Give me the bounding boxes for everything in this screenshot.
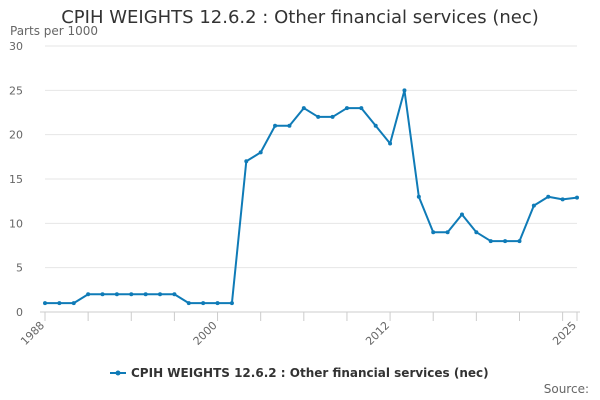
data-point-2025 <box>575 195 579 200</box>
data-point-1999 <box>201 301 206 306</box>
data-point-2015 <box>431 230 436 235</box>
data-point-2009 <box>344 106 349 111</box>
legend-label: CPIH WEIGHTS 12.6.2 : Other financial se… <box>131 366 489 380</box>
data-point-1988 <box>43 301 47 306</box>
data-point-2002 <box>244 159 249 164</box>
x-tick-label-2025: 2025 <box>550 319 579 348</box>
y-tick-label-25: 25 <box>9 84 23 97</box>
data-point-1993 <box>114 292 119 297</box>
y-tick-label-15: 15 <box>9 173 23 186</box>
y-axis-unit-label: Parts per 1000 <box>10 24 99 38</box>
data-point-2012 <box>388 141 393 146</box>
data-point-2014 <box>416 194 421 199</box>
y-tick-label-20: 20 <box>9 129 23 142</box>
y-tick-label-0: 0 <box>16 306 23 319</box>
data-point-1991 <box>86 292 91 297</box>
data-point-2021 <box>517 239 522 244</box>
data-point-2019 <box>488 239 493 244</box>
x-tick-label-2012: 2012 <box>363 319 392 348</box>
data-point-2023 <box>546 194 551 199</box>
legend: CPIH WEIGHTS 12.6.2 : Other financial se… <box>110 366 489 380</box>
y-tick-label-5: 5 <box>16 262 23 275</box>
chart-title: CPIH WEIGHTS 12.6.2 : Other financial se… <box>61 7 539 28</box>
x-tick-label-2000: 2000 <box>191 319 220 348</box>
y-tick-label-10: 10 <box>9 217 23 230</box>
data-point-2005 <box>287 123 292 128</box>
data-point-2001 <box>229 301 234 306</box>
data-point-2003 <box>258 150 263 155</box>
data-point-2017 <box>459 212 464 217</box>
series-line-0 <box>45 89 578 305</box>
y-tick-label-30: 30 <box>9 40 23 53</box>
data-point-2018 <box>474 230 479 235</box>
data-point-1997 <box>172 292 177 297</box>
data-point-2000 <box>215 301 220 306</box>
legend-point-marker <box>115 370 121 376</box>
data-point-1995 <box>143 292 148 297</box>
data-point-1994 <box>129 292 134 297</box>
data-point-2022 <box>531 203 536 208</box>
data-point-2020 <box>503 239 508 244</box>
data-point-2011 <box>373 123 378 128</box>
data-point-1989 <box>57 301 62 306</box>
data-point-2008 <box>330 114 335 119</box>
grid-lines <box>45 45 577 269</box>
data-point-2004 <box>273 123 278 128</box>
data-point-2024 <box>560 197 565 202</box>
source-label: Source: <box>543 382 589 396</box>
series-layer <box>43 88 579 306</box>
data-point-2016 <box>445 230 450 235</box>
data-point-2010 <box>359 106 364 111</box>
data-point-1990 <box>71 301 76 306</box>
data-point-2006 <box>301 106 306 111</box>
data-point-2007 <box>316 114 321 119</box>
data-point-1996 <box>158 292 163 297</box>
x-tick-label-1988: 1988 <box>18 319 47 348</box>
data-point-2013 <box>402 88 407 93</box>
data-point-1998 <box>186 301 191 306</box>
data-point-1992 <box>100 292 105 297</box>
